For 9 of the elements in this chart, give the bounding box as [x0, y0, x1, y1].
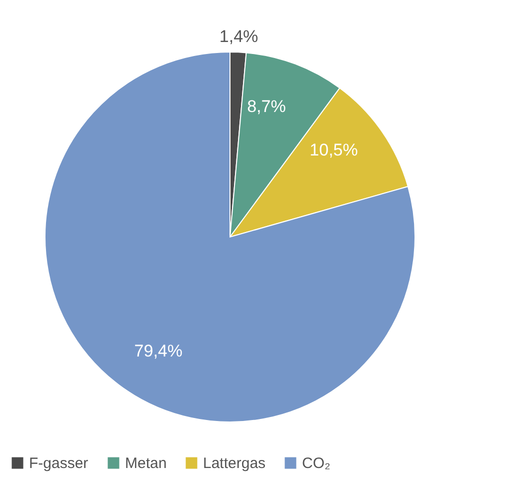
- legend-label: F-gasser: [29, 454, 88, 472]
- legend-label: Lattergas: [203, 454, 266, 472]
- data-label: 1,4%: [219, 27, 258, 46]
- legend-label: CO₂: [302, 454, 330, 472]
- data-label: 8,7%: [247, 97, 286, 116]
- data-label: 79,4%: [134, 341, 182, 360]
- legend-label: Metan: [125, 454, 167, 472]
- pie-slice: [44, 52, 416, 422]
- data-label: 10,5%: [310, 140, 358, 160]
